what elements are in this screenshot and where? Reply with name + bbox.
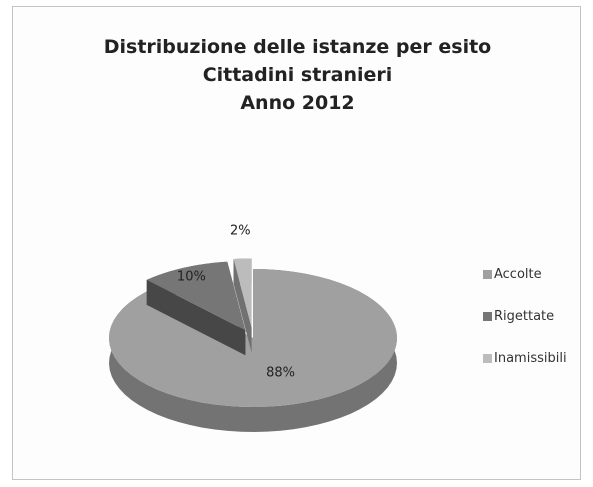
legend-item-accolte: Accolte [483, 264, 567, 284]
legend-swatch-inamissibili [483, 353, 492, 363]
legend-item-rigettate: Rigettate [483, 306, 567, 326]
legend-label-accolte: Accolte [494, 266, 542, 282]
legend-item-inamissibili: Inamissibili [483, 348, 567, 368]
pie-slice-top-rigettate [146, 261, 246, 331]
data-label-rigettate: 10% [177, 269, 206, 284]
pie-slice-rigettate [146, 261, 246, 356]
legend-swatch-accolte [483, 269, 492, 279]
pie-slice-edge-rigettate-0 [146, 279, 246, 356]
legend-label-rigettate: Rigettate [494, 308, 555, 324]
legend-swatch-rigettate [483, 311, 492, 321]
pie-slice-inamissibili [233, 258, 252, 353]
data-label-inamissibili: 2% [230, 223, 251, 238]
pie-slice-edge-inamissibili-0 [233, 259, 252, 353]
chart-title-line-1: Distribuzione delle istanze per esito [103, 36, 492, 58]
pie-chart: 88% 10% 2% [108, 223, 397, 432]
chart-area: Distribuzione delle istanze per esito Ci… [12, 6, 581, 480]
legend-label-inamissibili: Inamissibili [494, 350, 567, 366]
chart-title-line-3: Anno 2012 [240, 92, 355, 114]
data-label-accolte: 88% [266, 365, 295, 380]
pie-slice-top-inamissibili [233, 258, 252, 328]
legend: Accolte Rigettate Inamissibili [483, 264, 567, 390]
chart-title-line-2: Cittadini stranieri [202, 64, 393, 86]
chart-title: Distribuzione delle istanze per esito Ci… [13, 33, 582, 117]
